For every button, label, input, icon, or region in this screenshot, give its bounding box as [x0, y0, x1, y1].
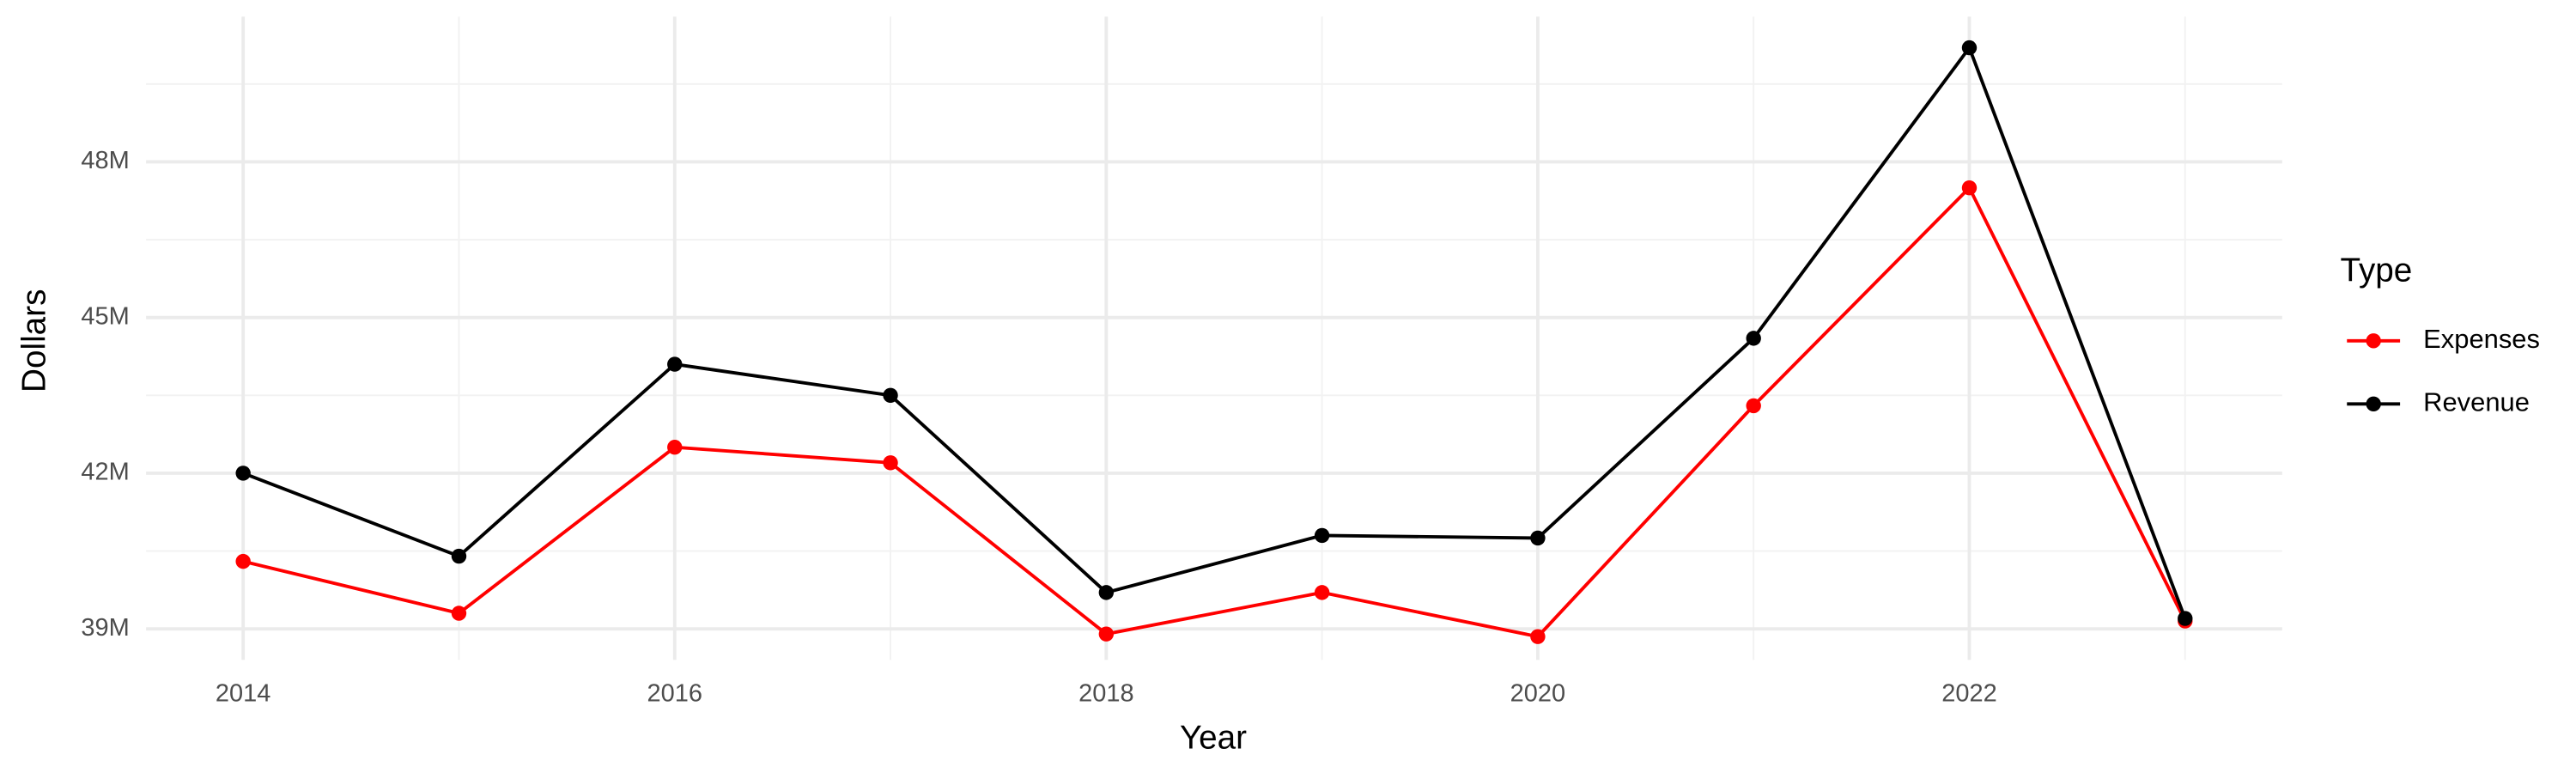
data-point	[1098, 626, 1115, 642]
y-tick-label: 42M	[81, 459, 129, 486]
data-point	[1314, 527, 1330, 544]
data-point	[1961, 40, 1978, 56]
data-point	[1098, 585, 1115, 600]
data-point	[1314, 585, 1330, 600]
x-tick-label: 2016	[647, 680, 702, 708]
data-point	[883, 387, 898, 404]
y-tick-label: 39M	[81, 614, 129, 642]
data-point	[235, 553, 251, 569]
legend-title: Type	[2341, 253, 2413, 289]
data-point	[1530, 530, 1546, 546]
x-axis-title: Year	[1180, 719, 1247, 756]
x-tick-label: 2018	[1078, 680, 1133, 708]
data-point	[235, 466, 251, 481]
data-point	[667, 356, 683, 372]
y-tick-label: 45M	[81, 302, 129, 330]
data-point	[451, 548, 467, 564]
x-tick-label: 2014	[216, 680, 270, 708]
data-point	[451, 606, 467, 621]
data-point	[883, 455, 898, 471]
legend-label: Revenue	[2423, 386, 2530, 417]
grid	[146, 16, 2282, 660]
x-tick-label: 2020	[1510, 680, 1565, 708]
data-point	[1530, 629, 1546, 644]
data-point	[1746, 398, 1761, 414]
legend-key-point	[2366, 333, 2381, 349]
data-point	[667, 440, 683, 455]
legend-key-point	[2366, 396, 2381, 412]
data-point	[1746, 331, 1761, 346]
y-axis-title: Dollars	[16, 289, 53, 393]
x-tick-label: 2022	[1941, 680, 1996, 708]
series-line	[242, 185, 2187, 639]
legend-label: Expenses	[2423, 324, 2540, 354]
plot-area	[235, 40, 2193, 644]
y-tick-label: 48M	[81, 147, 129, 174]
data-point	[2178, 611, 2193, 626]
data-point	[1961, 180, 1978, 196]
series-line	[242, 44, 2187, 619]
